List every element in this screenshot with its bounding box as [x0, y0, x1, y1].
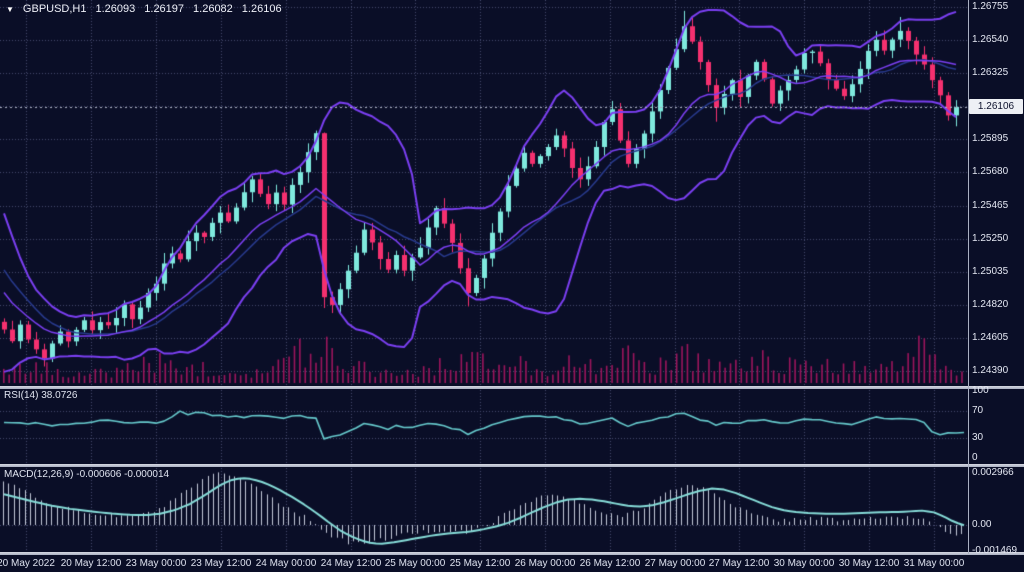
panel-separator[interactable]: [0, 552, 1024, 555]
price-axis-label: 1.24820: [972, 298, 1009, 310]
rsi-axis[interactable]: 100 70 30 0: [968, 0, 1024, 464]
ohlc-high-value: 1.26197: [144, 3, 185, 15]
price-axis-label: 1.25680: [972, 166, 1009, 178]
price-axis-label: 1.25035: [972, 265, 1009, 277]
price-axis-label: 1.26755: [972, 1, 1009, 12]
time-axis-label: 30 May 00:00: [773, 558, 835, 569]
time-axis-label: 23 May 00:00: [125, 558, 187, 569]
time-axis-label: 31 May 00:00: [903, 558, 965, 569]
price-axis-label: 1.26540: [972, 34, 1009, 46]
ohlc-low-value: 1.26082: [193, 3, 233, 15]
panel-separator[interactable]: [0, 386, 1024, 389]
panel-separator[interactable]: [0, 464, 1024, 467]
price-axis-label: 1.25250: [972, 232, 1009, 244]
rsi-axis-label: 100: [972, 385, 989, 396]
time-axis-label: 26 May 00:00: [514, 558, 576, 569]
collapse-panel-icon[interactable]: ▼: [6, 4, 14, 14]
time-axis-label: 24 May 00:00: [255, 558, 317, 569]
time-axis-label: 26 May 12:00: [579, 558, 641, 569]
price-axis-label: 1.25465: [972, 199, 1009, 211]
time-axis-label: 23 May 12:00: [190, 558, 252, 569]
rsi-axis-label: 30: [972, 431, 984, 443]
time-axis-label: 30 May 12:00: [838, 558, 900, 569]
price-axis[interactable]: 1.26755 1.26540 1.26325 1.25895 1.25680 1.254…: [968, 0, 1024, 386]
chart-header: ▼ GBPUSD,H1 1.26093 1.26197 1.26082 1.26…: [6, 3, 282, 15]
price-axis-border: [968, 0, 969, 554]
time-axis-label: 20 May 2022: [0, 558, 55, 569]
current-price-box: 1.26106: [969, 99, 1023, 115]
macd-indicator-label: MACD(12,26,9) -0.000606 -0.000014: [4, 469, 170, 480]
rsi-indicator-label: RSI(14) 38.0726: [4, 390, 78, 401]
price-axis-label: 1.24390: [972, 365, 1009, 377]
ohlc-close-value: 1.26106: [241, 3, 282, 15]
price-axis-label: 1.24605: [972, 331, 1009, 343]
time-axis-label: 27 May 12:00: [708, 558, 770, 569]
macd-axis[interactable]: 0.002966 0.00 -0.001469: [968, 0, 1024, 556]
rsi-axis-label: 0: [972, 452, 978, 463]
macd-axis-label: -0.001469: [972, 544, 1018, 556]
price-axis-label: 1.25895: [972, 133, 1009, 145]
ohlc-open-value: 1.26093: [95, 3, 136, 15]
time-axis[interactable]: 20 May 2022 20 May 12:00 23 May 00:00 23 Ma…: [0, 555, 1024, 572]
price-axis-label: 1.26325: [972, 67, 1009, 79]
current-price-value: 1.26106: [977, 101, 1015, 113]
time-axis-label: 25 May 00:00: [384, 558, 446, 569]
time-axis-label: 25 May 12:00: [449, 558, 511, 569]
time-axis-label: 27 May 00:00: [644, 558, 706, 569]
time-axis-label: 24 May 12:00: [320, 558, 382, 569]
macd-axis-label: 0.00: [972, 519, 992, 530]
macd-axis-label: 0.002966: [972, 467, 1014, 478]
time-axis-label: 20 May 12:00: [60, 558, 122, 569]
symbol-period-label: GBPUSD,H1: [22, 3, 87, 15]
rsi-axis-label: 70: [972, 405, 984, 417]
